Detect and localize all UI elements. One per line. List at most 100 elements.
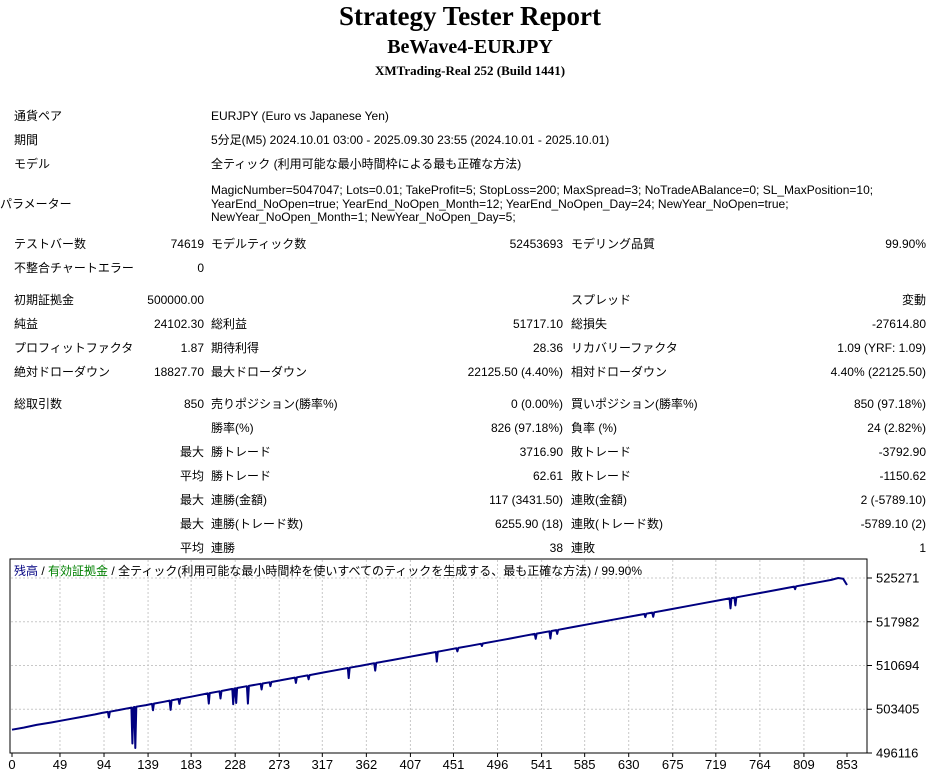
row-value: 3716.90 bbox=[519, 445, 563, 459]
x-axis-label: 317 bbox=[311, 757, 333, 772]
row-value: EURJPY (Euro vs Japanese Yen) bbox=[211, 109, 389, 123]
row-label: 初期証拠金 bbox=[14, 293, 75, 307]
report-table: 通貨ペア EURJPY (Euro vs Japanese Yen) 期間 5分足(M… bbox=[0, 104, 940, 560]
plot-border bbox=[9, 558, 868, 754]
x-axis-label: 719 bbox=[705, 757, 727, 772]
legend-quality-value: 99.90% bbox=[601, 564, 643, 578]
row-value: -1150.62 bbox=[879, 469, 926, 483]
row-value: 全ティック (利用可能な最小時間枠による最も正確な方法) bbox=[211, 157, 522, 171]
row-label: 連敗 bbox=[571, 541, 596, 555]
x-axis-label: 496 bbox=[487, 757, 509, 772]
x-axis-label: 451 bbox=[443, 757, 465, 772]
report-row: 最大 連勝(トレード数) 6255.90 (18) 連敗(トレード数) -5789.10… bbox=[0, 512, 940, 536]
row-spacer bbox=[0, 280, 940, 288]
row-label: パラメーター bbox=[0, 197, 72, 211]
row-label: リカバリーファクタ bbox=[571, 341, 678, 355]
y-axis-label: 525271 bbox=[876, 571, 919, 586]
report-row: 最大 勝トレード 3716.90 敗トレード -3792.90 bbox=[0, 440, 940, 464]
x-axis-label: 675 bbox=[662, 757, 684, 772]
x-axis-label: 809 bbox=[793, 757, 815, 772]
x-axis-label: 585 bbox=[574, 757, 596, 772]
row-value: 4.40% (22125.50) bbox=[830, 365, 926, 379]
row-value: -3792.90 bbox=[878, 445, 926, 459]
row-label: 相対ドローダウン bbox=[571, 365, 668, 379]
x-axis-label: 273 bbox=[268, 757, 290, 772]
row-value: 24 (2.82%) bbox=[867, 421, 926, 435]
balance-chart: 残高 / 有効証拠金 / 全ティック(利用可能な最小時間枠を使いすべてのティック… bbox=[0, 556, 940, 778]
y-axis-label: 496116 bbox=[876, 746, 918, 761]
report-row: 期間 5分足(M5) 2024.10.01 03:00 - 2025.09.30 … bbox=[0, 128, 940, 152]
row-value: 74619 bbox=[170, 237, 204, 251]
row-label: 通貨ペア bbox=[14, 109, 63, 123]
report-row: テストバー数 74619 モデルティック数 52453693 モデリング品質 99.90% bbox=[0, 232, 940, 256]
report-row: プロフィットファクタ 1.87 期待利得 28.36 リカバリーファクタ 1.09 (YR… bbox=[0, 336, 940, 360]
x-axis-label: 228 bbox=[224, 757, 246, 772]
row-value: 22125.50 (4.40%) bbox=[467, 365, 563, 379]
report-row: パラメーター MagicNumber=5047047; Lots=0.01; Ta… bbox=[0, 176, 940, 232]
row-label: 売りポジション(勝率%) bbox=[211, 397, 338, 411]
row-value: 平均 bbox=[179, 469, 204, 483]
x-axis-label: 94 bbox=[97, 757, 111, 772]
x-axis-label: 49 bbox=[53, 757, 67, 772]
report-row: 不整合チャートエラー 0 bbox=[0, 256, 940, 280]
row-label: 連敗(金額) bbox=[571, 493, 627, 507]
x-axis-label: 362 bbox=[356, 757, 378, 772]
x-axis-label: 764 bbox=[749, 757, 771, 772]
row-value: 0 bbox=[197, 261, 204, 275]
report-row: 絶対ドローダウン 18827.70 最大ドローダウン 22125.50 (4.40%)… bbox=[0, 360, 940, 384]
row-label: プロフィットファクタ bbox=[14, 341, 134, 355]
row-value: 38 bbox=[549, 541, 563, 555]
row-value: 6255.90 (18) bbox=[494, 517, 563, 531]
row-value: 117 (3431.50) bbox=[489, 493, 563, 507]
row-label: 買いポジション(勝率%) bbox=[571, 397, 698, 411]
report-row: モデル 全ティック (利用可能な最小時間枠による最も正確な方法) bbox=[0, 152, 940, 176]
report-row: 平均 勝トレード 62.61 敗トレード -1150.62 bbox=[0, 464, 940, 488]
row-label: テストバー数 bbox=[14, 237, 87, 251]
row-value: 826 (97.18%) bbox=[490, 421, 563, 435]
row-value: 0 (0.00%) bbox=[510, 397, 563, 411]
parameters-line: YearEnd_NoOpen=true; YearEnd_NoOpen_Mont… bbox=[211, 196, 789, 211]
report-row: 平均 連勝 38 連敗 1 bbox=[0, 536, 940, 560]
row-value: 51717.10 bbox=[512, 317, 563, 331]
report-row: 勝率(%) 826 (97.18%) 負率 (%) 24 (2.82%) bbox=[0, 416, 940, 440]
row-value: 平均 bbox=[179, 541, 204, 555]
row-label: 総損失 bbox=[571, 317, 608, 331]
report-row: 通貨ペア EURJPY (Euro vs Japanese Yen) bbox=[0, 104, 940, 128]
x-axis-label: 541 bbox=[531, 757, 553, 772]
row-value: 5分足(M5) 2024.10.01 03:00 - 2025.09.30 23… bbox=[211, 133, 610, 147]
row-label: 絶対ドローダウン bbox=[14, 365, 111, 379]
row-label: 不整合チャートエラー bbox=[14, 261, 134, 275]
row-label: モデル bbox=[14, 157, 51, 171]
row-label: 負率 (%) bbox=[571, 421, 617, 435]
x-axis-label: 853 bbox=[836, 757, 858, 772]
row-value: 850 bbox=[183, 397, 204, 411]
row-label: モデルティック数 bbox=[211, 237, 307, 251]
legend-balance-label: 残高 bbox=[14, 564, 39, 578]
row-value: 28.36 bbox=[532, 341, 563, 355]
report-row: 初期証拠金 500000.00 スプレッド 変動 bbox=[0, 288, 940, 312]
parameters-value: MagicNumber=5047047; Lots=0.01; TakeProf… bbox=[211, 183, 901, 225]
server-build: XMTrading-Real 252 (Build 1441) bbox=[374, 63, 566, 78]
report-title: Strategy Tester Report bbox=[339, 1, 601, 31]
row-value: 1.87 bbox=[180, 341, 204, 355]
row-value: 52453693 bbox=[509, 237, 563, 251]
row-spacer bbox=[0, 384, 940, 392]
x-axis-label: 630 bbox=[618, 757, 640, 772]
legend-model-label: 全ティック(利用可能な最小時間枠を使いすべてのティックを生成する、最も正確な方法… bbox=[118, 564, 592, 578]
row-value: 18827.70 bbox=[153, 365, 204, 379]
x-axis-label: 0 bbox=[8, 757, 15, 772]
row-value: 1.09 (YRF: 1.09) bbox=[837, 341, 926, 355]
report-row: 最大 連勝(金額) 117 (3431.50) 連敗(金額) 2 (-5789.10) bbox=[0, 488, 940, 512]
row-value: 24102.30 bbox=[153, 317, 204, 331]
legend-separator: / bbox=[38, 564, 49, 578]
row-value: 500000.00 bbox=[147, 293, 204, 307]
row-value: 62.61 bbox=[532, 469, 563, 483]
row-value: 99.90% bbox=[885, 237, 926, 251]
row-value: 850 (97.18%) bbox=[853, 397, 926, 411]
row-label: 最大ドローダウン bbox=[211, 365, 308, 379]
row-label: 連勝(トレード数) bbox=[211, 517, 303, 531]
expert-name: BeWave4-EURJPY bbox=[387, 36, 553, 58]
row-value: 最大 bbox=[179, 493, 204, 507]
x-axis-label: 139 bbox=[137, 757, 159, 772]
